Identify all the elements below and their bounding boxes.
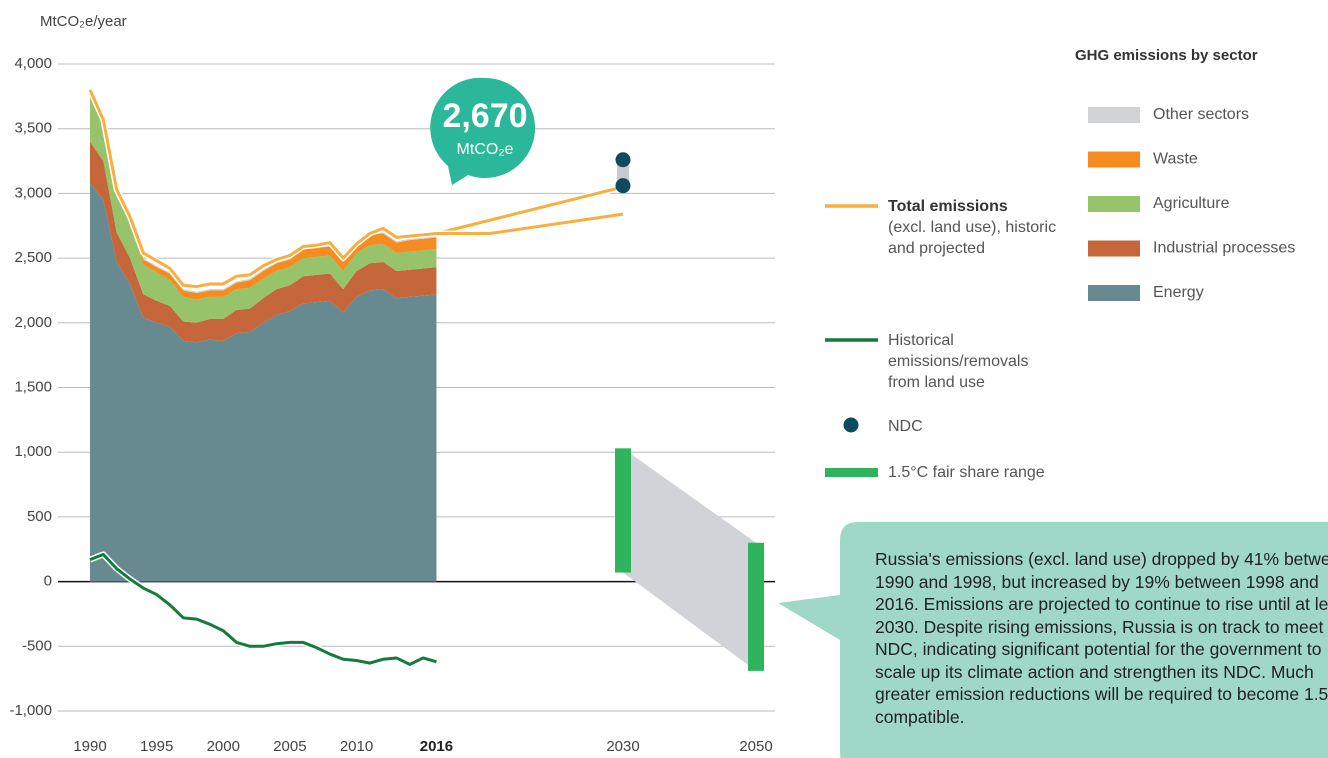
fair-share-bar bbox=[615, 448, 631, 573]
x-tick-label: 1995 bbox=[140, 738, 173, 755]
legend-swatch bbox=[1088, 196, 1140, 212]
legend-swatch bbox=[1088, 151, 1140, 168]
ndc-point bbox=[615, 178, 631, 194]
ndc-legend-swatch bbox=[843, 417, 859, 433]
legend-title: GHG emissions by sector bbox=[1075, 47, 1258, 64]
total-legend-note: (excl. land use), historic and projected bbox=[888, 219, 1057, 257]
x-tick-label: 2030 bbox=[606, 738, 639, 755]
x-tick-label: 2016 bbox=[420, 738, 453, 755]
total-line bbox=[88, 89, 437, 289]
legend-swatch bbox=[1088, 240, 1140, 257]
y-tick-label: -500 bbox=[22, 637, 52, 654]
x-tick-label: 1990 bbox=[73, 738, 106, 755]
fair-share-band bbox=[623, 448, 756, 671]
y-tick-label: 2,500 bbox=[14, 249, 52, 266]
y-tick-label: 3,000 bbox=[14, 184, 52, 201]
fair-share-legend: 1.5°C fair share range bbox=[888, 464, 1045, 481]
legend-label: Other sectors bbox=[1153, 106, 1249, 123]
annotation-box bbox=[778, 522, 1328, 758]
ndc-point bbox=[615, 152, 631, 168]
legend-label: Industrial processes bbox=[1153, 240, 1295, 257]
legend-label: Agriculture bbox=[1153, 195, 1230, 212]
y-tick-label: 2,000 bbox=[14, 314, 52, 331]
y-axis-label: MtCO₂e/year bbox=[40, 13, 127, 30]
fair-share-bar bbox=[748, 542, 764, 671]
area bbox=[90, 97, 437, 323]
legend-label: Energy bbox=[1153, 284, 1204, 301]
callout-label: 2,670 bbox=[442, 97, 527, 135]
projection-line bbox=[436, 185, 624, 235]
total-legend-name: Total emissions bbox=[888, 198, 1008, 215]
y-tick-label: 1,500 bbox=[14, 378, 52, 395]
x-tick-label: 2005 bbox=[273, 738, 306, 755]
callout-bubble bbox=[430, 77, 536, 185]
ndc-legend: NDC bbox=[888, 418, 923, 435]
x-tick-label: 2000 bbox=[207, 738, 240, 755]
total-legend: Total emissions (excl. land use), histor… bbox=[888, 196, 1058, 259]
projection-line bbox=[436, 212, 624, 236]
x-tick-label: 2010 bbox=[340, 738, 373, 755]
annotation: Russia's emissions (excl. land use) drop… bbox=[875, 549, 1328, 727]
fair-share-legend-swatch bbox=[825, 468, 878, 477]
x-tick-label: 2050 bbox=[739, 738, 772, 755]
legend-label: Waste bbox=[1153, 151, 1198, 168]
area bbox=[90, 183, 437, 582]
y-tick-label: 3,500 bbox=[14, 120, 52, 137]
land-use-line bbox=[89, 552, 437, 666]
y-tick-label: 0 bbox=[44, 573, 52, 590]
y-tick-label: 500 bbox=[27, 508, 52, 525]
legend-swatch bbox=[1088, 285, 1140, 301]
land-use-legend: Historical emissions/removals from land … bbox=[888, 332, 1029, 391]
y-tick-label: -1,000 bbox=[9, 702, 52, 719]
y-tick-label: 4,000 bbox=[14, 55, 52, 72]
area bbox=[90, 141, 437, 343]
callout-unit: MtCO₂e bbox=[457, 141, 514, 158]
legend-swatch bbox=[1088, 107, 1140, 123]
y-tick-label: 1,000 bbox=[14, 443, 52, 460]
callout: 2,670 MtCO₂e bbox=[430, 77, 536, 185]
